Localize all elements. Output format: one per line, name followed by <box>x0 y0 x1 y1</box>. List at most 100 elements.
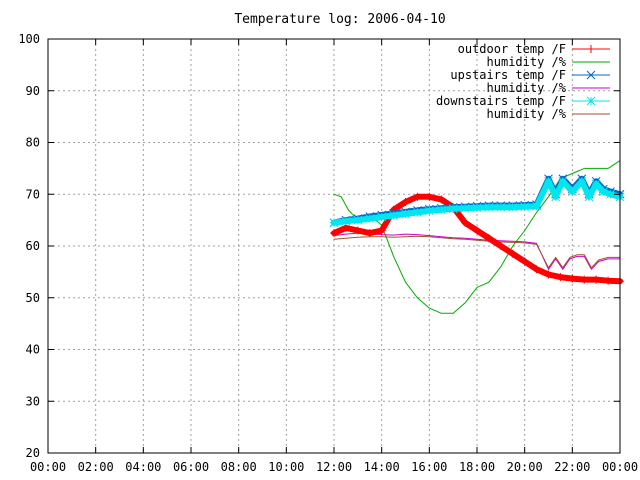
marker-stroke <box>389 211 398 220</box>
legend-label: humidity /% <box>487 55 567 69</box>
data-point <box>365 229 374 238</box>
x-tick-label: 00:00 <box>30 460 66 474</box>
data-point <box>604 276 613 285</box>
series-line <box>333 232 621 270</box>
marker-stroke <box>472 203 482 213</box>
marker-stroke <box>558 176 568 186</box>
x-tick-label: 00:00 <box>602 460 638 474</box>
marker-stroke <box>460 203 470 213</box>
x-tick-label: 16:00 <box>411 460 447 474</box>
marker-stroke <box>448 204 458 214</box>
data-point <box>532 201 541 211</box>
legend-item: downstairs temp /F <box>436 94 610 108</box>
x-tick-label: 22:00 <box>554 460 590 474</box>
x-tick-label: 06:00 <box>173 460 209 474</box>
y-tick-label: 50 <box>26 291 40 305</box>
marker-stroke <box>551 192 561 202</box>
legend-label: downstairs temp /F <box>436 94 566 108</box>
legend-item: outdoor temp /F <box>458 42 610 56</box>
marker-stroke <box>484 202 494 212</box>
data-point <box>389 211 398 220</box>
chart-title: Temperature log: 2006-04-10 <box>234 12 445 27</box>
legend-item: upstairs temp /F <box>450 68 610 82</box>
y-tick-label: 80 <box>26 136 40 150</box>
data-point <box>413 192 422 201</box>
data-point <box>496 242 505 250</box>
legend-item: humidity /% <box>487 81 610 95</box>
y-tick-label: 30 <box>26 394 40 408</box>
data-point <box>484 234 493 243</box>
legend-marker <box>586 70 596 80</box>
data-point <box>591 179 601 189</box>
marker-stroke <box>598 187 608 197</box>
legend-label: humidity /% <box>487 107 567 121</box>
data-point <box>353 226 362 235</box>
data-point <box>606 189 615 199</box>
data-point <box>520 202 530 212</box>
data-point <box>341 216 351 226</box>
marker-stroke <box>520 202 530 212</box>
data-point <box>341 223 350 232</box>
data-point <box>461 218 470 227</box>
legend-marker <box>587 45 595 53</box>
marker-stroke <box>353 215 363 225</box>
data-point <box>425 192 434 201</box>
marker-stroke <box>591 179 601 189</box>
marker-stroke <box>606 189 615 199</box>
marker-stroke <box>508 202 518 212</box>
marker-stroke <box>496 202 506 212</box>
marker-stroke <box>341 216 351 226</box>
y-tick-label: 20 <box>26 446 40 460</box>
data-point <box>592 275 601 284</box>
legend-item: humidity /% <box>487 55 610 69</box>
data-point <box>473 226 481 235</box>
legend-label: outdoor temp /F <box>458 42 566 56</box>
data-point <box>568 274 577 283</box>
y-tick-label: 70 <box>26 187 40 201</box>
x-tick-label: 04:00 <box>125 460 161 474</box>
data-point <box>577 176 587 186</box>
data-point <box>353 215 363 225</box>
legend-marker <box>586 96 596 106</box>
marker-stroke <box>413 208 422 217</box>
x-tick-label: 14:00 <box>364 460 400 474</box>
y-tick-label: 40 <box>26 343 40 357</box>
data-point <box>584 192 594 202</box>
data-point <box>484 202 494 212</box>
series-4 <box>333 232 621 270</box>
legend-label: upstairs temp /F <box>450 68 566 82</box>
y-tick-label: 100 <box>18 32 40 46</box>
data-point <box>508 202 518 212</box>
x-tick-label: 10:00 <box>268 460 304 474</box>
marker-stroke <box>532 201 541 211</box>
data-point <box>551 192 561 202</box>
x-tick-label: 20:00 <box>507 460 543 474</box>
data-point <box>598 187 608 197</box>
marker-stroke <box>401 209 410 219</box>
data-point <box>496 202 506 212</box>
data-point <box>472 203 482 213</box>
data-point <box>377 212 387 222</box>
y-tick-label: 60 <box>26 239 40 253</box>
marker-stroke <box>586 96 596 106</box>
x-tick-label: 18:00 <box>459 460 495 474</box>
marker-stroke <box>329 218 339 228</box>
series-layer <box>329 160 625 314</box>
data-point <box>544 270 553 279</box>
data-point <box>413 208 422 217</box>
series-5 <box>329 176 625 228</box>
data-point <box>544 176 553 186</box>
data-point <box>437 195 446 204</box>
data-point <box>365 214 375 223</box>
data-point <box>508 249 517 258</box>
tick-layer: 20 30 40 50 60 70 80 90 100 00:00 02:00 04:00 06:00 0… <box>18 32 638 474</box>
x-tick-label: 12:00 <box>316 460 352 474</box>
marker-stroke <box>584 192 594 202</box>
marker-stroke <box>436 205 446 215</box>
marker-stroke <box>365 214 375 223</box>
marker-stroke <box>424 206 434 216</box>
data-point <box>377 226 386 235</box>
data-point <box>460 203 470 213</box>
